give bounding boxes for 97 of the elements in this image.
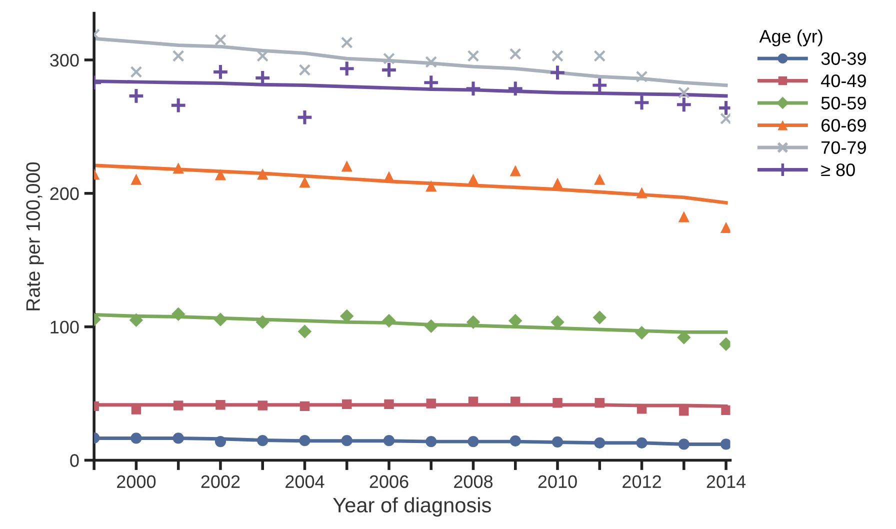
point — [257, 435, 268, 446]
point — [341, 435, 352, 446]
point — [130, 66, 142, 78]
legend-label: ≥ 80 — [821, 163, 855, 176]
point — [675, 96, 692, 114]
point — [594, 398, 604, 408]
point — [552, 398, 562, 408]
x-tick-label: 2014 — [706, 475, 746, 488]
point — [426, 436, 437, 448]
y-tick-label: 100 — [50, 320, 79, 334]
point — [300, 401, 310, 412]
point — [383, 435, 395, 446]
point — [466, 315, 480, 329]
point — [633, 94, 650, 112]
point — [298, 324, 312, 338]
point — [594, 437, 606, 448]
point — [467, 50, 480, 62]
legend-label: 40-49 — [821, 74, 866, 88]
x-tick-label: 2006 — [370, 475, 408, 488]
point — [214, 169, 226, 180]
point — [678, 211, 690, 222]
point — [506, 80, 524, 98]
point — [678, 86, 690, 99]
point — [256, 315, 270, 329]
x-tick-label: 2008 — [454, 475, 493, 488]
point — [212, 63, 229, 80]
point — [468, 174, 479, 185]
point — [510, 165, 521, 176]
x-tick-label: 2004 — [286, 475, 324, 488]
point — [130, 174, 142, 185]
point — [172, 50, 184, 62]
x-tick-label: 2000 — [117, 475, 156, 488]
point — [549, 64, 566, 82]
point — [129, 313, 144, 327]
point — [464, 80, 482, 98]
point — [679, 406, 689, 416]
point — [299, 176, 310, 188]
point — [383, 52, 395, 65]
legend-label: 50-59 — [821, 96, 866, 110]
point — [384, 399, 394, 410]
x-tick-label: 2010 — [538, 475, 577, 488]
y-tick-label: 300 — [50, 54, 79, 67]
point — [258, 400, 268, 410]
point — [382, 314, 396, 328]
point — [130, 432, 142, 444]
point — [552, 50, 564, 62]
point — [128, 87, 145, 104]
y-tick-label: 0 — [70, 454, 79, 467]
point — [592, 310, 607, 324]
y-axis-title: Rate per 100,000 — [26, 162, 44, 310]
point — [171, 307, 186, 321]
point — [552, 436, 564, 448]
legend-label: 30-39 — [821, 52, 866, 65]
point — [216, 400, 226, 410]
point — [594, 174, 606, 185]
legend-label: 60-69 — [822, 118, 866, 132]
point — [342, 399, 352, 410]
point — [296, 108, 314, 126]
point — [678, 438, 690, 450]
point — [426, 398, 436, 408]
point — [510, 435, 521, 446]
point — [591, 76, 608, 94]
x-tick-label: 2012 — [622, 475, 661, 488]
point — [340, 36, 353, 49]
point — [338, 60, 356, 78]
line-series — [94, 164, 728, 204]
point — [257, 168, 268, 180]
point — [214, 34, 226, 46]
point — [509, 48, 522, 60]
legend-title: Age (yr) — [759, 29, 822, 46]
x-tick-label: 2002 — [201, 475, 240, 488]
point — [298, 64, 311, 76]
legend-label: 70-79 — [822, 141, 866, 154]
point — [214, 312, 228, 326]
x-axis-title: Year of diagnosis — [333, 497, 491, 517]
point — [720, 222, 730, 233]
point — [172, 432, 184, 444]
point — [426, 180, 437, 192]
point — [634, 326, 649, 340]
point — [425, 56, 438, 68]
point — [424, 319, 438, 334]
point — [341, 160, 352, 172]
y-tick-label: 200 — [50, 187, 79, 200]
point — [594, 50, 606, 62]
point — [173, 400, 184, 410]
point — [172, 162, 184, 174]
point — [380, 61, 398, 78]
point — [721, 405, 730, 416]
point — [636, 187, 648, 198]
point — [552, 178, 564, 189]
point — [636, 437, 648, 448]
point — [170, 96, 187, 114]
point — [299, 435, 310, 446]
point — [636, 70, 648, 83]
point — [720, 438, 730, 450]
point — [214, 436, 226, 448]
point — [468, 436, 479, 448]
